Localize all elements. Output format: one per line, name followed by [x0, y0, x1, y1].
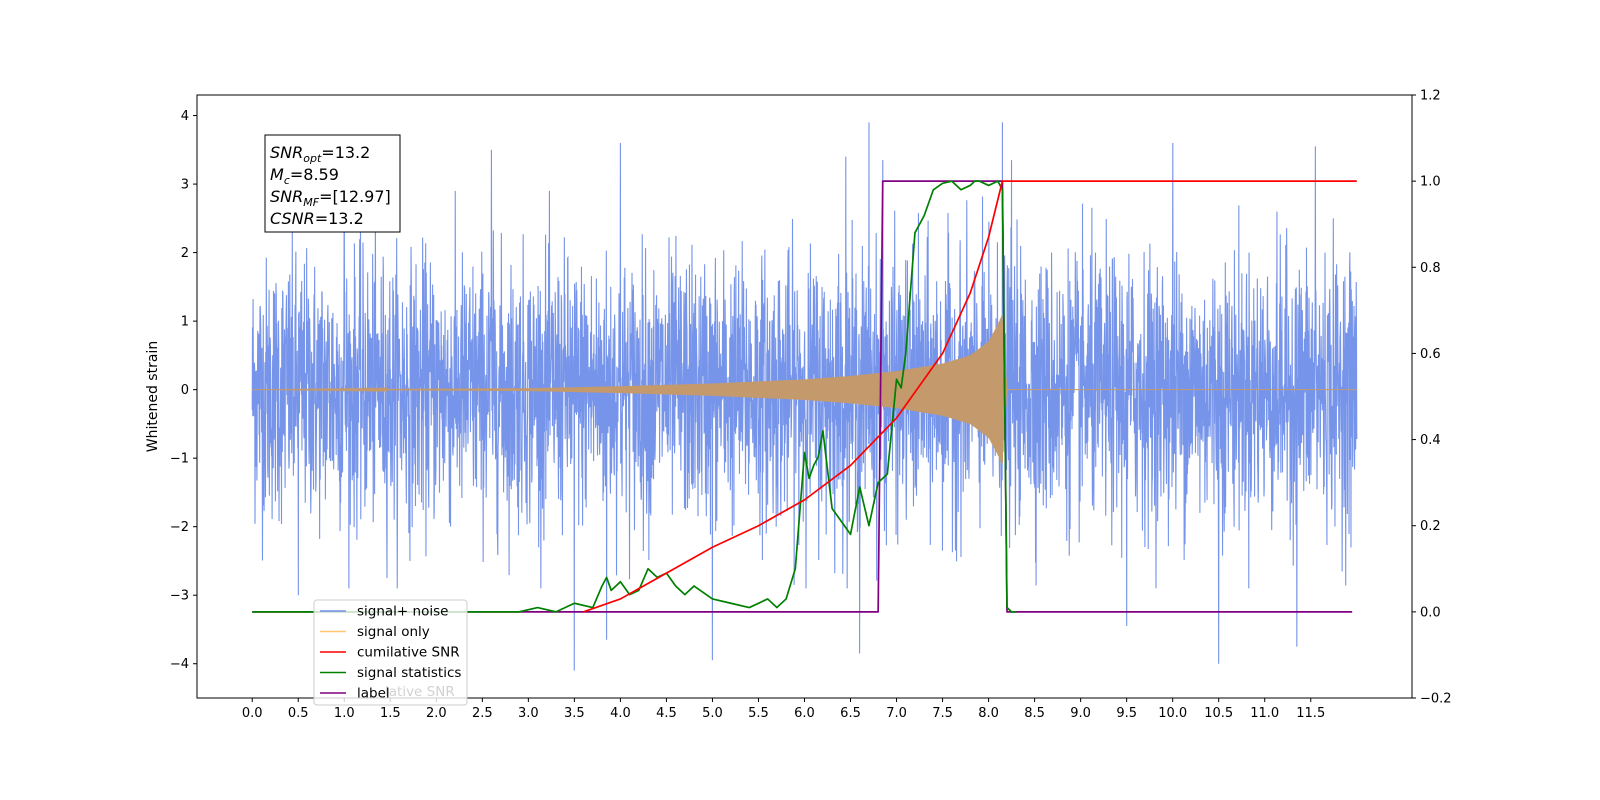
x-tick-label: 7.0 — [886, 706, 907, 721]
legend-label: signal only — [357, 624, 430, 640]
x-tick-label: 6.0 — [794, 706, 815, 721]
legend-label: label — [357, 686, 390, 702]
info-box-line: CSNR=13.2 — [270, 209, 364, 228]
x-tick-label: 10.5 — [1204, 706, 1233, 721]
x-tick-label: 9.0 — [1070, 706, 1091, 721]
y2-tick-label: 1.0 — [1420, 175, 1441, 190]
y-tick-label: 4 — [181, 109, 189, 124]
x-tick-label: 8.5 — [1024, 706, 1045, 721]
x-tick-label: 8.0 — [978, 706, 999, 721]
legend-overlap-text-faded: lative SNR — [385, 684, 455, 700]
x-tick-label: 7.5 — [932, 706, 953, 721]
y-tick-label: −2 — [170, 520, 189, 535]
x-tick-label: 6.5 — [840, 706, 861, 721]
cumulative-snr-line — [583, 180, 1357, 613]
x-tick-label: 1.5 — [380, 706, 401, 721]
x-tick-label: 9.5 — [1116, 706, 1137, 721]
y2-tick-label: 0.0 — [1420, 605, 1441, 620]
info-box-line: Mc=8.59 — [270, 165, 339, 187]
legend-frame — [313, 599, 468, 706]
info-box-line: SNRopt=13.2 — [270, 143, 370, 165]
y-axis-left: 4 3 2 1 0 −1 −2 −3 −4 — [170, 109, 197, 672]
y-axis-right: 1.2 1.0 0.8 0.6 0.4 0.2 0.0 −0.2 — [1412, 89, 1452, 707]
label-line — [252, 180, 1353, 613]
x-tick-label: 4.5 — [656, 706, 677, 721]
x-axis: 0.0 0.5 1.0 1.5 2.0 2.5 3.0 3.5 4.0 4.5 5.0 5.5 6.0 6… — [242, 698, 1325, 721]
y-axis-title: Whitened strain — [145, 341, 161, 452]
x-tick-label: 3.5 — [564, 706, 585, 721]
right-axis-series — [252, 180, 1357, 613]
y-tick-label: 0 — [181, 383, 189, 398]
y2-tick-label: −0.2 — [1420, 692, 1452, 707]
y2-tick-label: 0.8 — [1420, 261, 1441, 276]
signal-statistics-line — [252, 180, 1017, 613]
x-tick-label: 5.5 — [748, 706, 769, 721]
y2-tick-label: 0.6 — [1420, 347, 1441, 362]
y-tick-label: −1 — [170, 452, 189, 467]
y-tick-label: 3 — [181, 178, 189, 193]
y-tick-label: 2 — [181, 246, 189, 261]
x-tick-label: 5.0 — [702, 706, 723, 721]
signal-only-line — [252, 314, 1357, 464]
legend-label: cumilative SNR — [357, 645, 460, 661]
x-tick-label: 4.0 — [610, 706, 631, 721]
x-tick-label: 0.0 — [242, 706, 263, 721]
x-tick-label: 3.0 — [518, 706, 539, 721]
y2-tick-label: 0.4 — [1420, 433, 1441, 448]
y-tick-label: 1 — [181, 315, 189, 330]
x-tick-label: 2.0 — [426, 706, 447, 721]
info-box-line: SNRMF=[12.97] — [270, 187, 391, 209]
x-tick-label: 11.0 — [1250, 706, 1279, 721]
y-tick-label: −4 — [170, 657, 189, 672]
legend-label: signal+ noise — [357, 604, 448, 620]
signal-plus-noise-series — [251, 122, 1358, 671]
info-box-frame — [264, 134, 401, 233]
x-tick-label: 10.0 — [1158, 706, 1187, 721]
y-tick-label: −3 — [170, 589, 189, 604]
legend-label: signal statistics — [357, 665, 461, 681]
signal-plus-noise-line — [251, 122, 1358, 671]
x-tick-label: 1.0 — [334, 706, 355, 721]
x-tick-label: 11.5 — [1296, 706, 1325, 721]
x-tick-label: 2.5 — [472, 706, 493, 721]
y2-tick-label: 1.2 — [1420, 89, 1441, 104]
y2-tick-label: 0.2 — [1420, 519, 1441, 534]
signal-only-series — [252, 314, 1357, 464]
x-tick-label: 0.5 — [288, 706, 309, 721]
